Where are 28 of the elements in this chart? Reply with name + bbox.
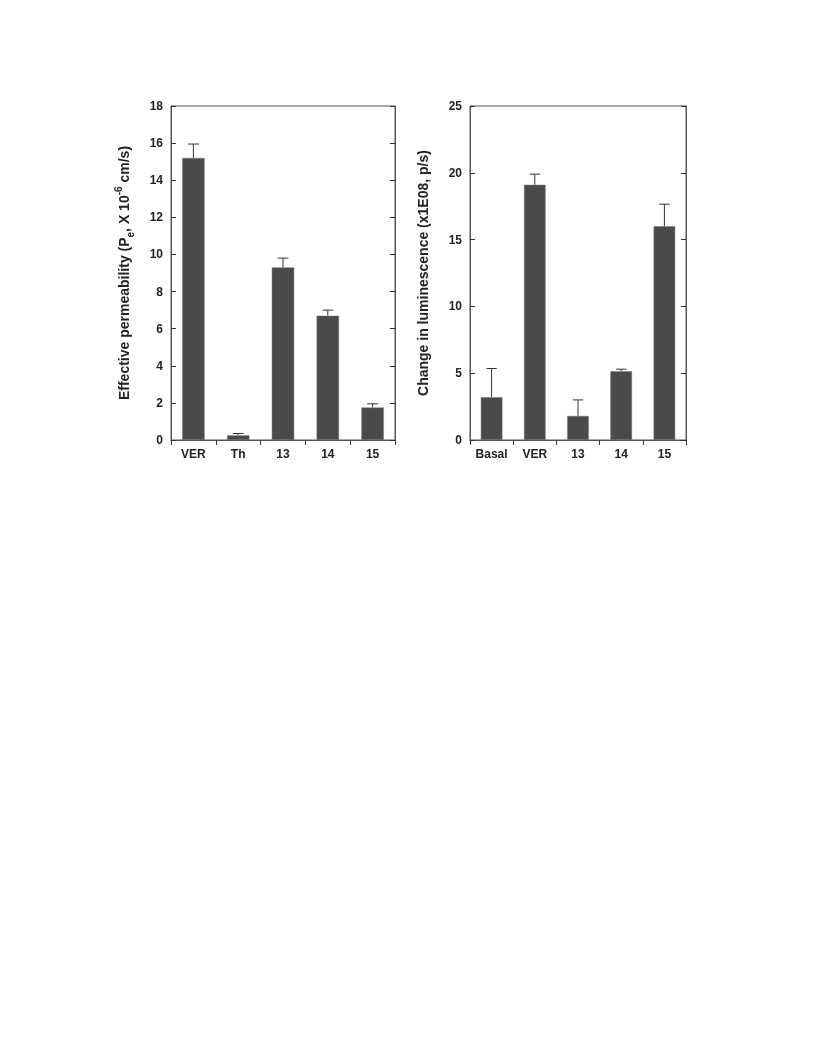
x-tick-label: Th bbox=[230, 447, 246, 461]
y-tick-label: 8 bbox=[156, 284, 164, 299]
x-tick-label: 14 bbox=[321, 447, 335, 461]
y-tick-label: 16 bbox=[149, 136, 164, 151]
y-axis-title: Effective permeability (Pe, X 10-6 cm/s) bbox=[112, 145, 136, 401]
y-tick-label: 6 bbox=[156, 321, 164, 336]
y-tick-label: 10 bbox=[448, 299, 463, 314]
y-tick-label: 20 bbox=[448, 165, 463, 180]
x-tick-label: VER bbox=[522, 447, 548, 461]
x-tick-label: 13 bbox=[276, 447, 290, 461]
x-tick-label: Basal bbox=[475, 447, 508, 461]
y-tick-label: 18 bbox=[149, 99, 164, 113]
y-tick-label: 14 bbox=[149, 173, 164, 188]
y-tick-label: 12 bbox=[149, 210, 164, 225]
y-tick-label: 5 bbox=[455, 366, 463, 381]
y-tick-label: 2 bbox=[156, 395, 164, 410]
y-tick-label: 25 bbox=[448, 99, 463, 113]
y-tick-label: 10 bbox=[149, 247, 164, 262]
y-tick-label: 4 bbox=[156, 358, 164, 373]
x-tick-label: VER bbox=[181, 447, 207, 461]
x-tick-label: 14 bbox=[614, 447, 629, 461]
y-tick-label: 15 bbox=[448, 232, 463, 247]
y-tick-label: 0 bbox=[455, 433, 463, 447]
x-tick-label: 15 bbox=[657, 447, 672, 461]
x-tick-label: 15 bbox=[365, 447, 380, 461]
x-tick-label: 13 bbox=[571, 447, 585, 461]
y-axis-title: Change in luminescence (x1E08, p/s) bbox=[415, 150, 431, 396]
y-tick-label: 0 bbox=[156, 433, 164, 447]
